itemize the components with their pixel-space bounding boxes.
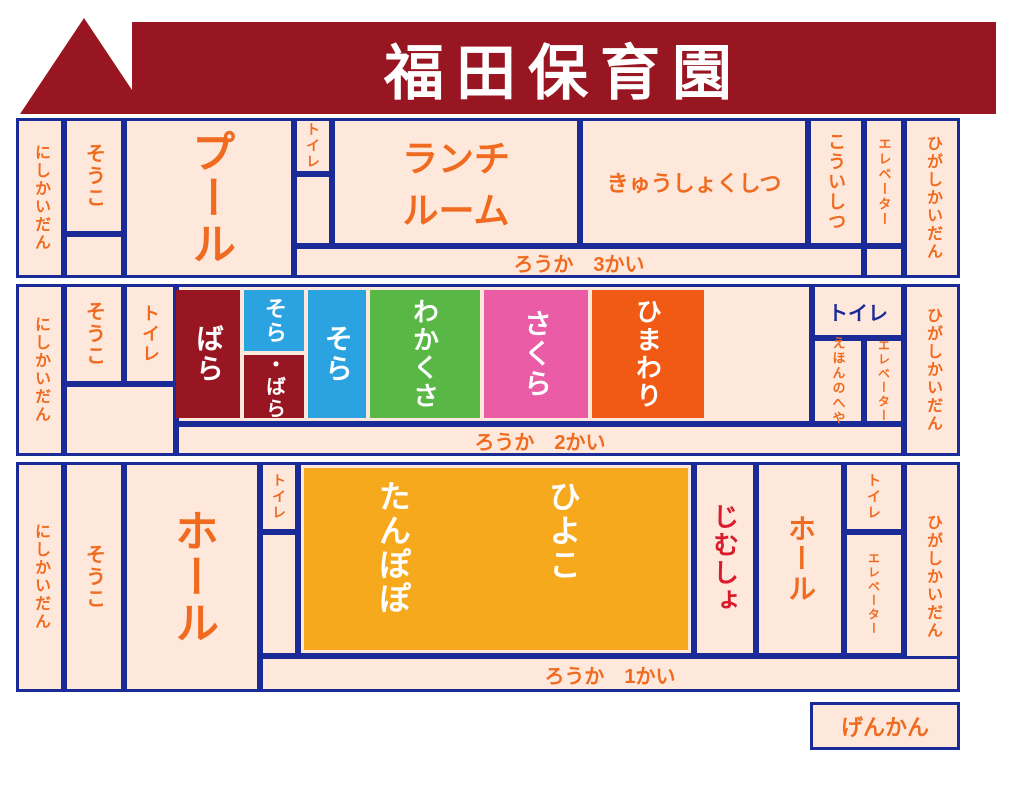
room-label: トイレ	[269, 473, 289, 521]
room-bara: ばら	[176, 290, 240, 418]
room-f2-nishi-kaidan: にしかいだん	[16, 284, 64, 456]
room-f2-elev: エレベーター	[864, 338, 904, 424]
room-wakakusa: わかくさ	[370, 290, 480, 418]
room-himawari: ひまわり	[592, 290, 704, 418]
room-label: エレベーター	[876, 339, 893, 423]
room-sorabara2: ・ばら	[244, 355, 304, 418]
roof-triangle	[16, 14, 152, 118]
room-label: プール	[177, 129, 241, 267]
room-f2-souko: そうこ	[64, 284, 124, 384]
room-tanpopo-hiyoko	[304, 468, 688, 650]
room-label: ホール	[780, 514, 820, 604]
room-label: エレベーター	[875, 137, 894, 227]
room-f2-toilet: トイレ	[124, 284, 176, 384]
room-label: トイレ	[137, 304, 163, 364]
room-label: ろうか 3かい	[513, 248, 644, 277]
room-f3-souko: そうこ	[64, 118, 124, 234]
floorplan: 福田保育園にしかいだんそうこプールトイレランチ ルームきゅうしょくしつこういしつ…	[0, 0, 1024, 808]
room-f3-pool: プール	[124, 118, 294, 278]
room-label: きゅうしょくしつ	[607, 166, 782, 198]
room-f1-hall2: ホール	[756, 462, 844, 656]
room-label: ホール	[160, 508, 224, 646]
room-f1-jimusho: じむしょ	[694, 462, 756, 656]
room-f3-toilet: トイレ	[294, 118, 332, 174]
room-sorabara: そら	[244, 290, 304, 351]
room-label: じむしょ	[707, 503, 744, 615]
title-bar: 福田保育園	[132, 22, 996, 114]
room-label: ろうか 2かい	[474, 426, 605, 455]
room-label: にしかいだん	[28, 316, 52, 424]
room-label: さくら	[516, 309, 556, 399]
room-label: そうこ	[80, 544, 109, 610]
room-f1-hall: ホール	[124, 462, 260, 692]
room-f3-nishi-kaidan: にしかいだん	[16, 118, 64, 278]
room-label: エレベーター	[866, 552, 883, 636]
room-f2-higashi: ひがしかいだん	[904, 284, 960, 456]
room-f1-toilet: トイレ	[260, 462, 298, 532]
room-sakura: さくら	[484, 290, 588, 418]
room-sora: そら	[308, 290, 366, 418]
overlay-hiyoko: ひよこ	[540, 480, 586, 582]
room-f3-elev-under	[864, 246, 904, 278]
room-f3-rouka-left	[294, 174, 332, 246]
room-label: ひまわり	[630, 298, 667, 410]
room-f1-elev: エレベーター	[844, 532, 904, 656]
room-label: ひがしかいだん	[920, 514, 944, 640]
overlay-tanpopo: たんぽぽ	[370, 480, 416, 616]
room-label: にしかいだん	[28, 144, 52, 252]
room-label: そら	[317, 324, 357, 384]
room-label: トイレ	[864, 473, 884, 521]
room-f2-rouka: ろうか 2かい	[176, 424, 904, 456]
room-label: ひがしかいだん	[920, 307, 944, 433]
room-f3-rouka: ろうか 3かい	[294, 246, 864, 278]
room-label: そら	[258, 297, 290, 345]
room-f3-souko-under	[64, 234, 124, 278]
room-genkan: げんかん	[810, 702, 960, 750]
room-label: げんかん	[841, 710, 929, 742]
room-f1-toilet-under	[260, 532, 298, 656]
room-label: わかくさ	[407, 298, 444, 410]
room-label: ひがしかいだん	[920, 135, 944, 261]
room-label: そうこ	[80, 301, 109, 367]
room-f2-toilet-r: トイレ	[812, 284, 904, 338]
room-label: そうこ	[80, 143, 109, 209]
room-f3-kyushoku: きゅうしょくしつ	[580, 118, 808, 246]
room-label: にしかいだん	[28, 523, 52, 631]
room-label: ばら	[188, 324, 228, 384]
room-f2-under-left	[64, 384, 176, 456]
room-label: ランチ ルーム	[402, 130, 510, 234]
room-f1-nishi-kaidan: にしかいだん	[16, 462, 64, 692]
room-f3-higashi: ひがしかいだん	[904, 118, 960, 278]
room-f3-lunch: ランチ ルーム	[332, 118, 580, 246]
room-label: トイレ	[828, 297, 888, 326]
room-label: ・ばら	[260, 354, 289, 420]
room-label: えほんのへや	[829, 336, 848, 426]
title-text: 福田保育園	[384, 25, 744, 112]
room-label: トイレ	[303, 122, 323, 170]
room-f1-rouka: ろうか 1かい	[260, 656, 960, 692]
room-f3-elev: エレベーター	[864, 118, 904, 246]
room-f1-souko: そうこ	[64, 462, 124, 692]
room-label: こういしつ	[823, 132, 849, 232]
room-label: ろうか 1かい	[544, 660, 675, 689]
room-f3-koushitsu: こういしつ	[808, 118, 864, 246]
room-f1-toilet-r: トイレ	[844, 462, 904, 532]
room-f2-ehon: えほんのへや	[812, 338, 864, 424]
